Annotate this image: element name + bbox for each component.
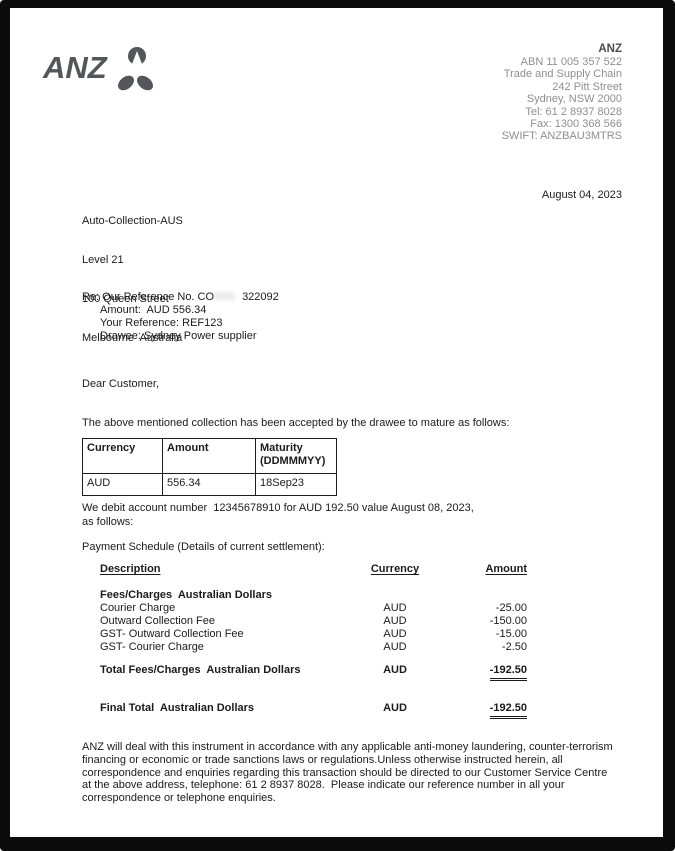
intro-paragraph: The above mentioned collection has been … [82,417,510,429]
recipient-name: Auto-Collection-AUS [82,215,183,227]
footer-line: ANZ will deal with this instrument in ac… [82,741,613,753]
reference-drawee: Drawee: Sydney Power supplier [100,330,257,342]
maturity-cell-currency: AUD [82,473,163,496]
maturity-cell-amount: 556.34 [162,473,256,496]
total-amount-value: -192.50 [489,664,527,681]
reference-suffix: 322092 [242,291,279,303]
letter-page: ANZ ANZ ABN 11 005 357 522 Trade and Sup… [10,8,663,837]
letterhead-contact-block: ANZ ABN 11 005 357 522 Trade and Supply … [502,42,622,143]
maturity-cell-maturity: 18Sep23 [255,473,337,496]
schedule-total-row: Total Fees/Charges Australian Dollars AU… [10,664,663,681]
total-amount: -192.50 [430,664,527,681]
anz-person-icon [118,47,153,91]
item-amount: -25.00 [495,602,527,614]
letterhead-tel: Tel: 61 2 8937 8028 [525,105,622,118]
reference-line: Re: Our Reference No. CO000 322092 [82,291,279,304]
schedule-group-label: Fees/Charges Australian Dollars [100,589,272,601]
item-description: Courier Charge [100,602,176,614]
letterhead-abn: ABN 11 005 357 522 [520,56,622,68]
maturity-table-row: AUD 556.34 18Sep23 [82,473,337,496]
total-description: Total Fees/Charges Australian Dollars [100,664,301,676]
reference-redacted: 000 [214,291,236,303]
schedule-item-row: Courier Charge AUD -25.00 [10,602,663,615]
debit-statement-line1: We debit account number 12345678910 for … [82,502,474,514]
maturity-table-header-maturity: Maturity (DDMMMYY) [255,438,337,474]
footer-line: at the above address, telephone: 61 2 89… [82,779,565,792]
item-currency: AUD [383,641,407,653]
item-amount: -15.00 [495,628,527,640]
footer-line: correspondence or telephone enquiries. [82,792,276,805]
letterhead-department: Trade and Supply Chain [503,68,622,81]
item-amount: -2.50 [501,641,527,653]
item-currency: AUD [383,615,407,627]
reference-amount: Amount: AUD 556.34 [100,304,207,316]
schedule-header-amount: Amount [485,563,527,575]
final-total-description: Final Total Australian Dollars [100,702,255,714]
schedule-header-currency: Currency [370,563,420,575]
recipient-level: Level 21 [82,254,124,266]
schedule-final-total-row: Final Total Australian Dollars AUD -192.… [10,702,663,719]
maturity-table-header-currency: Currency [82,438,163,474]
schedule-header-row: Description Currency Amount [10,563,663,576]
item-currency: AUD [383,628,407,640]
footer-line: correspondence and enquiries regarding t… [82,766,608,779]
recipient-address: Auto-Collection-AUS Level 21 100 Queen S… [82,189,183,371]
letter-date: August 04, 2023 [541,189,622,201]
final-total-amount-value: -192.50 [489,702,527,719]
item-currency: AUD [383,602,407,614]
letterhead-swift: SWIFT: ANZBAU3MTRS [501,130,622,143]
schedule-item-row: Outward Collection Fee AUD -150.00 [10,615,663,628]
item-description: Outward Collection Fee [100,615,215,627]
reference-prefix: Re: Our Reference No. CO [82,291,215,303]
schedule-item-row: GST- Outward Collection Fee AUD -15.00 [10,628,663,641]
reference-your-ref: Your Reference: REF123 [100,317,223,329]
item-description: GST- Courier Charge [100,641,204,653]
letterhead-fax: Fax: 1300 368 566 [530,118,622,131]
schedule-item-row: GST- Courier Charge AUD -2.50 [10,641,663,654]
letterhead-city: Sydney, NSW 2000 [526,93,622,106]
letterhead-street: 242 Pitt Street [552,80,622,93]
recipient-street: 100 Queen Street [82,293,169,305]
item-amount: -150.00 [489,615,527,627]
final-total-amount: -192.50 [430,702,527,719]
debit-statement-line2: as follows: [82,516,134,528]
footer-line: financing or economic or trade sanctions… [82,753,563,766]
salutation: Dear Customer, [82,378,160,390]
total-currency: AUD [383,664,407,676]
footer-paragraph: ANZ will deal with this instrument in ac… [82,741,638,805]
schedule-header-description: Description [100,563,161,575]
bank-name: ANZ [598,43,622,55]
anz-logo-wordmark: ANZ [43,50,107,85]
schedule-group-header: Fees/Charges Australian Dollars [10,589,663,602]
item-description: GST- Outward Collection Fee [100,628,244,640]
recipient-city: Melbourne Australia [82,332,183,344]
final-total-currency: AUD [383,702,407,714]
maturity-table: Currency Amount Maturity (DDMMMYY) AUD 5… [82,438,337,496]
maturity-table-header-amount: Amount [162,438,256,474]
schedule-title: Payment Schedule (Details of current set… [82,541,325,553]
